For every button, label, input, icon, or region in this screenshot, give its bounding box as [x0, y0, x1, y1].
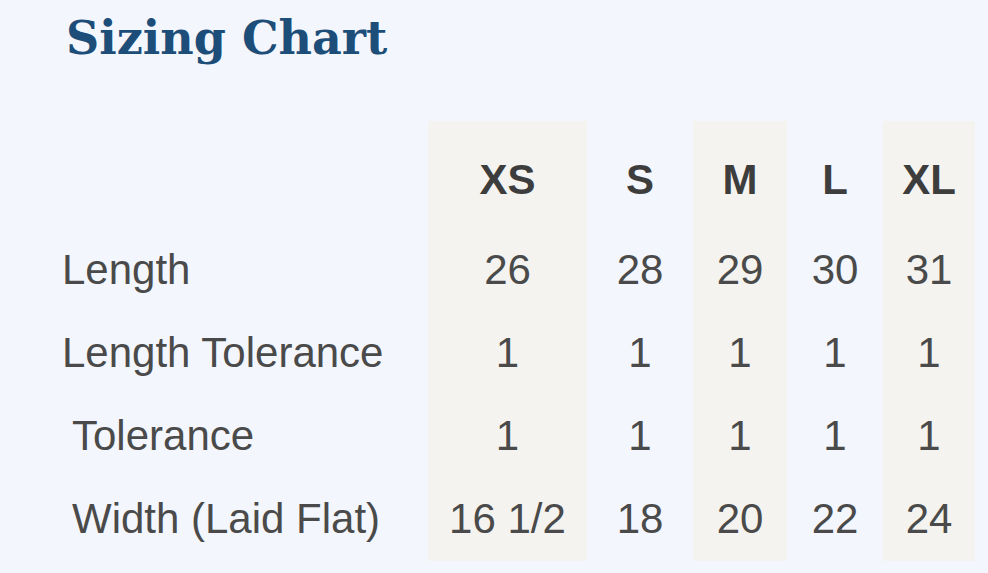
sizing-chart-page: Sizing Chart XS S M L XL Length 26 28 29… — [0, 0, 988, 573]
cell-tolerance-s: 1 — [587, 394, 693, 477]
row-label-tolerance: Tolerance — [0, 394, 428, 477]
cell-length-l: 30 — [787, 228, 883, 311]
cell-length-xl: 31 — [883, 228, 975, 311]
column-header-l: L — [787, 121, 883, 228]
cell-length-tolerance-xs: 1 — [428, 311, 587, 394]
cell-tolerance-xl: 1 — [883, 394, 975, 477]
cell-length-s: 28 — [587, 228, 693, 311]
cell-width-xs: 16 1/2 — [428, 477, 587, 561]
column-header-s: S — [587, 121, 693, 228]
cell-length-m: 29 — [693, 228, 787, 311]
cell-length-tolerance-l: 1 — [787, 311, 883, 394]
cell-length-tolerance-xl: 1 — [883, 311, 975, 394]
row-label-length: Length — [0, 228, 428, 311]
cell-tolerance-m: 1 — [693, 394, 787, 477]
cell-tolerance-xs: 1 — [428, 394, 587, 477]
cell-length-tolerance-s: 1 — [587, 311, 693, 394]
row-label-width-laid-flat: Width (Laid Flat) — [0, 477, 428, 561]
cell-width-l: 22 — [787, 477, 883, 561]
cell-length-tolerance-m: 1 — [693, 311, 787, 394]
column-header-xl: XL — [883, 121, 975, 228]
page-title: Sizing Chart — [66, 12, 387, 65]
cell-length-xs: 26 — [428, 228, 587, 311]
cell-width-xl: 24 — [883, 477, 975, 561]
cell-width-m: 20 — [693, 477, 787, 561]
cell-tolerance-l: 1 — [787, 394, 883, 477]
row-label-length-tolerance: Length Tolerance — [0, 311, 428, 394]
cell-width-s: 18 — [587, 477, 693, 561]
column-header-xs: XS — [428, 121, 587, 228]
sizing-table: XS S M L XL Length 26 28 29 30 31 Length… — [0, 121, 975, 561]
column-header-m: M — [693, 121, 787, 228]
corner-cell — [0, 121, 428, 228]
